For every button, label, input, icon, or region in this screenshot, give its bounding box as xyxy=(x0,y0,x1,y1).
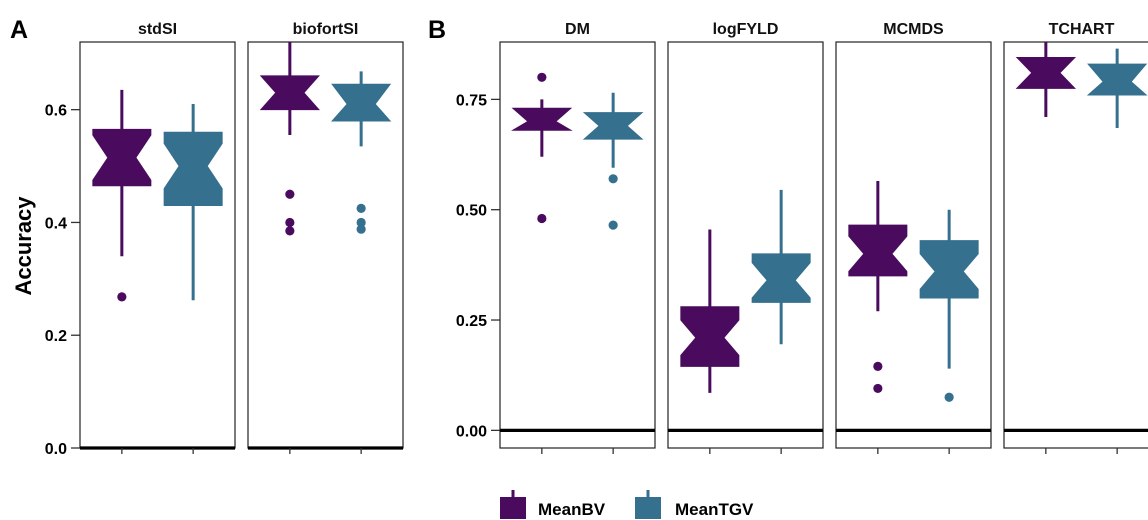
box-meantgv xyxy=(1086,48,1148,129)
panel-label-b: B xyxy=(428,16,446,44)
legend-label-meanbv: MeanBV xyxy=(538,500,606,519)
outlier-point xyxy=(608,220,618,230)
outlier-point xyxy=(537,213,547,224)
outlier-point xyxy=(285,189,295,199)
notched-box xyxy=(511,107,573,131)
facet-title: stdSI xyxy=(138,21,177,38)
outlier-point xyxy=(117,292,127,302)
y-tick-label: 0.25 xyxy=(456,313,487,330)
notched-box xyxy=(680,306,740,367)
y-tick-label: 0.50 xyxy=(456,203,487,220)
outlier-point xyxy=(285,217,295,228)
facet-title: DM xyxy=(565,21,590,38)
facet-title: logFYLD xyxy=(713,21,779,38)
box-meanbv xyxy=(1015,42,1077,118)
notched-box xyxy=(92,128,152,187)
outlier-point xyxy=(285,226,295,236)
legend-swatch xyxy=(500,497,526,519)
y-tick-label: 0.4 xyxy=(45,215,67,232)
notched-box xyxy=(163,131,223,207)
notched-box xyxy=(1015,56,1077,89)
facet-logfyld: logFYLD xyxy=(667,21,824,454)
outlier-point xyxy=(608,174,618,184)
y-tick-label: 0.00 xyxy=(456,423,487,440)
notched-box xyxy=(919,240,979,299)
y-axis-b: 0.00 0.25 0.50 0.75 xyxy=(456,92,500,440)
notched-box xyxy=(751,253,811,303)
legend: MeanBV MeanTGV xyxy=(500,490,754,519)
panel-a: 0.0 0.2 0.4 0.6 stdSI biofortSI xyxy=(45,21,404,458)
facet-frame xyxy=(1003,41,1148,449)
box-meantgv xyxy=(163,104,223,301)
facet-frame xyxy=(79,41,236,449)
box-meanbv xyxy=(511,72,573,224)
box-meantgv xyxy=(751,189,811,345)
y-axis-a: 0.0 0.2 0.4 0.6 xyxy=(45,103,80,458)
legend-label-meantgv: MeanTGV xyxy=(675,500,754,519)
facet-tchart: TCHART xyxy=(1003,21,1148,454)
y-axis-label: Accuracy xyxy=(11,196,36,296)
facet-frame xyxy=(499,41,656,449)
notched-box xyxy=(848,224,908,277)
facet-mcmds: MCMDS xyxy=(835,21,992,454)
box-meantgv xyxy=(919,209,979,402)
y-tick-label: 0.2 xyxy=(45,328,67,345)
facet-title: biofortSI xyxy=(293,21,359,38)
facet-title: TCHART xyxy=(1049,21,1115,38)
legend-swatch xyxy=(635,497,661,519)
facet-dm: DM xyxy=(499,21,656,454)
panel-label-a: A xyxy=(10,16,28,44)
outlier-point xyxy=(356,224,366,234)
legend-key-meanbv xyxy=(500,490,526,519)
panel-b: 0.00 0.25 0.50 0.75 DM logFYLD MCMDS TCHART xyxy=(456,21,1148,454)
legend-item-meantgv: MeanTGV xyxy=(635,490,754,519)
box-meanbv xyxy=(680,229,740,393)
notched-box xyxy=(331,83,392,122)
box-meantgv xyxy=(582,92,644,230)
box-meanbv xyxy=(92,89,152,302)
outlier-point xyxy=(537,72,547,82)
outlier-point xyxy=(944,392,954,402)
notched-box xyxy=(259,75,320,111)
y-tick-label: 0.75 xyxy=(456,92,487,109)
facet-frame xyxy=(667,41,824,449)
box-meanbv xyxy=(259,42,320,236)
facet-biofortsi: biofortSI xyxy=(247,21,404,454)
notched-box xyxy=(582,112,644,140)
outlier-point xyxy=(356,217,366,228)
notched-box xyxy=(1086,63,1148,96)
legend-item-meanbv: MeanBV xyxy=(500,490,606,519)
box-meantgv xyxy=(331,71,392,234)
outlier-point xyxy=(356,203,366,213)
outlier-point xyxy=(873,383,883,394)
outlier-point xyxy=(873,361,883,371)
facet-stdsi: stdSI xyxy=(79,21,236,454)
box-meanbv xyxy=(848,181,908,394)
facet-title: MCMDS xyxy=(883,21,944,38)
legend-key-meantgv xyxy=(635,490,661,519)
y-tick-label: 0.6 xyxy=(45,103,67,120)
y-tick-label: 0.0 xyxy=(45,441,67,458)
